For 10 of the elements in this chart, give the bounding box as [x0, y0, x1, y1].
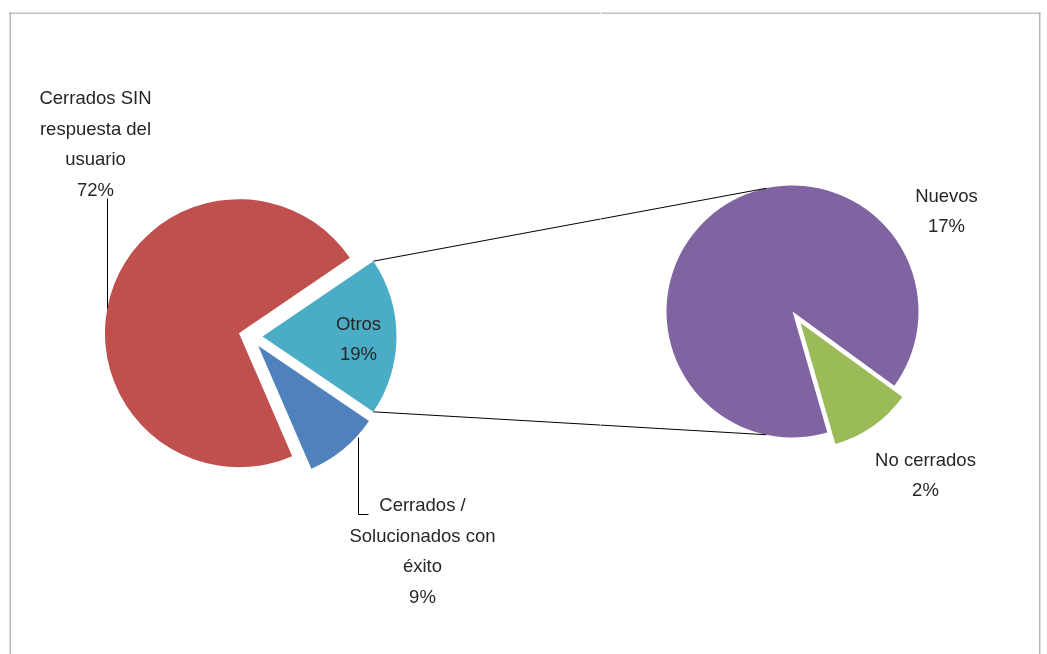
data-label: 2%	[912, 479, 939, 501]
slice-label: Otros	[335, 312, 382, 334]
data-label: 9%	[409, 585, 436, 607]
slice-label: No cerrados	[875, 448, 976, 470]
slice-label: Cerrados / Solucionados con éxito	[349, 494, 496, 577]
data-label: 72%	[76, 178, 115, 200]
data-label: 17%	[927, 215, 966, 237]
slice-label: Cerrados SIN respuesta del usuario	[39, 87, 152, 170]
slice-label: Nuevos	[915, 184, 978, 206]
data-label: 19%	[339, 343, 378, 365]
